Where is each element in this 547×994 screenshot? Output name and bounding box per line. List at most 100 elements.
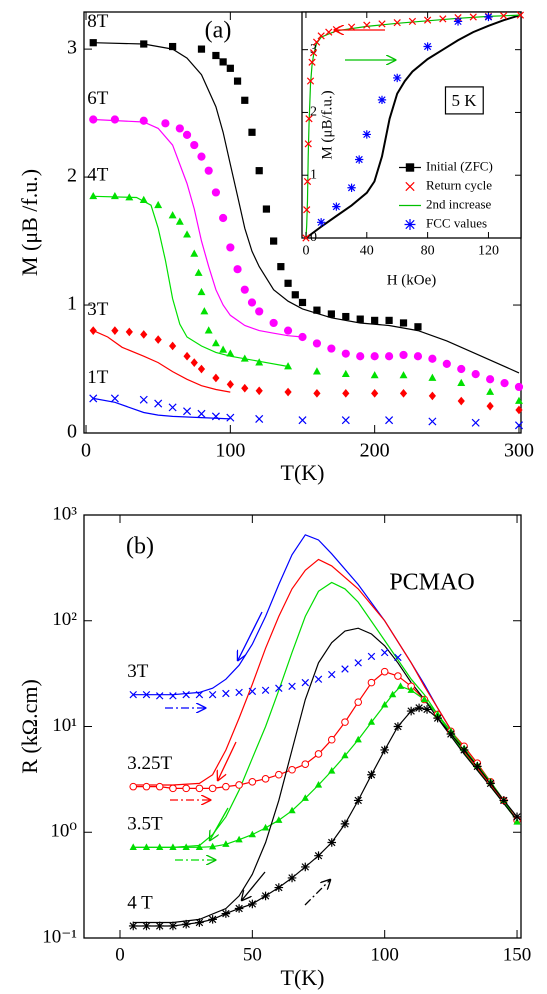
data-point <box>342 389 350 398</box>
data-point <box>393 722 403 731</box>
data-point <box>413 352 423 361</box>
data-point <box>405 163 415 172</box>
data-point <box>486 387 495 395</box>
data-point <box>484 12 493 22</box>
data-point <box>275 816 283 823</box>
data-point <box>155 921 164 931</box>
data-point <box>288 682 296 691</box>
y-axis-label: M (μB /f.u.) <box>17 169 42 276</box>
data-point <box>303 177 312 186</box>
data-point <box>155 782 164 791</box>
data-point <box>341 416 350 425</box>
data-point <box>405 181 415 192</box>
data-point <box>328 670 336 679</box>
data-point <box>314 750 323 758</box>
series-line <box>133 558 518 821</box>
y-tick-label: 0 <box>310 230 317 245</box>
data-point <box>394 672 402 680</box>
data-point <box>89 39 97 47</box>
data-point <box>515 396 523 404</box>
data-point <box>399 389 408 398</box>
data-point <box>284 279 292 287</box>
data-point <box>317 218 326 227</box>
data-point <box>341 665 349 673</box>
data-point <box>183 351 191 361</box>
data-point <box>169 42 177 51</box>
data-point <box>406 706 416 716</box>
data-point <box>208 784 217 793</box>
y-tick-label: 3 <box>310 42 317 57</box>
data-point <box>195 690 204 699</box>
data-point <box>169 784 177 793</box>
x-tick-label: 150 <box>503 944 532 965</box>
series-label: 3.25T <box>127 753 172 774</box>
series-label: 3T <box>87 299 109 320</box>
data-point <box>139 195 148 203</box>
data-point <box>190 140 199 150</box>
data-point <box>182 784 190 793</box>
data-point <box>325 28 333 36</box>
data-point <box>407 686 415 693</box>
data-point <box>219 58 227 66</box>
data-point <box>255 167 263 175</box>
legend-label: 2nd increase <box>426 196 492 211</box>
series-line <box>93 42 520 374</box>
data-point <box>469 13 477 21</box>
data-point <box>288 806 296 814</box>
data-point <box>394 653 402 662</box>
data-point <box>212 373 220 383</box>
data-point <box>408 17 417 26</box>
data-point <box>363 21 371 29</box>
data-point <box>197 45 206 53</box>
data-point <box>222 782 230 791</box>
series-label: 6T <box>87 88 109 109</box>
data-point <box>499 796 509 805</box>
panel-label: (b) <box>126 534 154 560</box>
y-tick-label: 3 <box>67 37 77 59</box>
data-point <box>89 115 98 124</box>
data-point <box>89 326 97 335</box>
data-point <box>303 206 311 214</box>
plot-area <box>305 14 521 239</box>
data-point <box>235 781 243 789</box>
data-point <box>313 306 321 314</box>
data-point <box>129 782 138 791</box>
data-point <box>384 352 394 361</box>
data-point <box>261 686 270 695</box>
data-point <box>195 784 204 793</box>
data-point <box>385 416 394 425</box>
data-point <box>110 191 119 200</box>
data-point <box>300 862 310 872</box>
y-axis-label: M (μB/f.u.) <box>319 90 335 159</box>
data-point <box>428 417 437 426</box>
data-point <box>514 382 524 392</box>
y-tick-label: 1 <box>67 293 77 315</box>
data-point <box>512 812 522 822</box>
data-point <box>142 782 151 791</box>
data-point <box>301 678 310 687</box>
data-point <box>275 770 283 779</box>
x-tick-label: 100 <box>370 944 399 965</box>
data-point <box>183 407 192 416</box>
data-point <box>182 690 190 699</box>
data-point <box>208 915 217 924</box>
data-point <box>388 690 397 698</box>
data-point <box>332 202 341 211</box>
data-point <box>139 395 148 404</box>
data-point <box>423 16 432 24</box>
data-point <box>314 781 323 788</box>
data-point <box>255 386 263 396</box>
y-tick-label: 2 <box>67 165 77 187</box>
data-point <box>169 843 177 850</box>
data-point <box>284 387 292 397</box>
data-point <box>169 692 177 700</box>
data-point <box>142 690 151 699</box>
data-point <box>204 166 213 175</box>
data-point <box>197 152 206 161</box>
x-tick-label: 200 <box>360 440 390 462</box>
data-point <box>428 373 437 381</box>
series-line <box>305 14 521 239</box>
series-label: 8T <box>87 11 109 32</box>
data-point <box>301 794 309 801</box>
